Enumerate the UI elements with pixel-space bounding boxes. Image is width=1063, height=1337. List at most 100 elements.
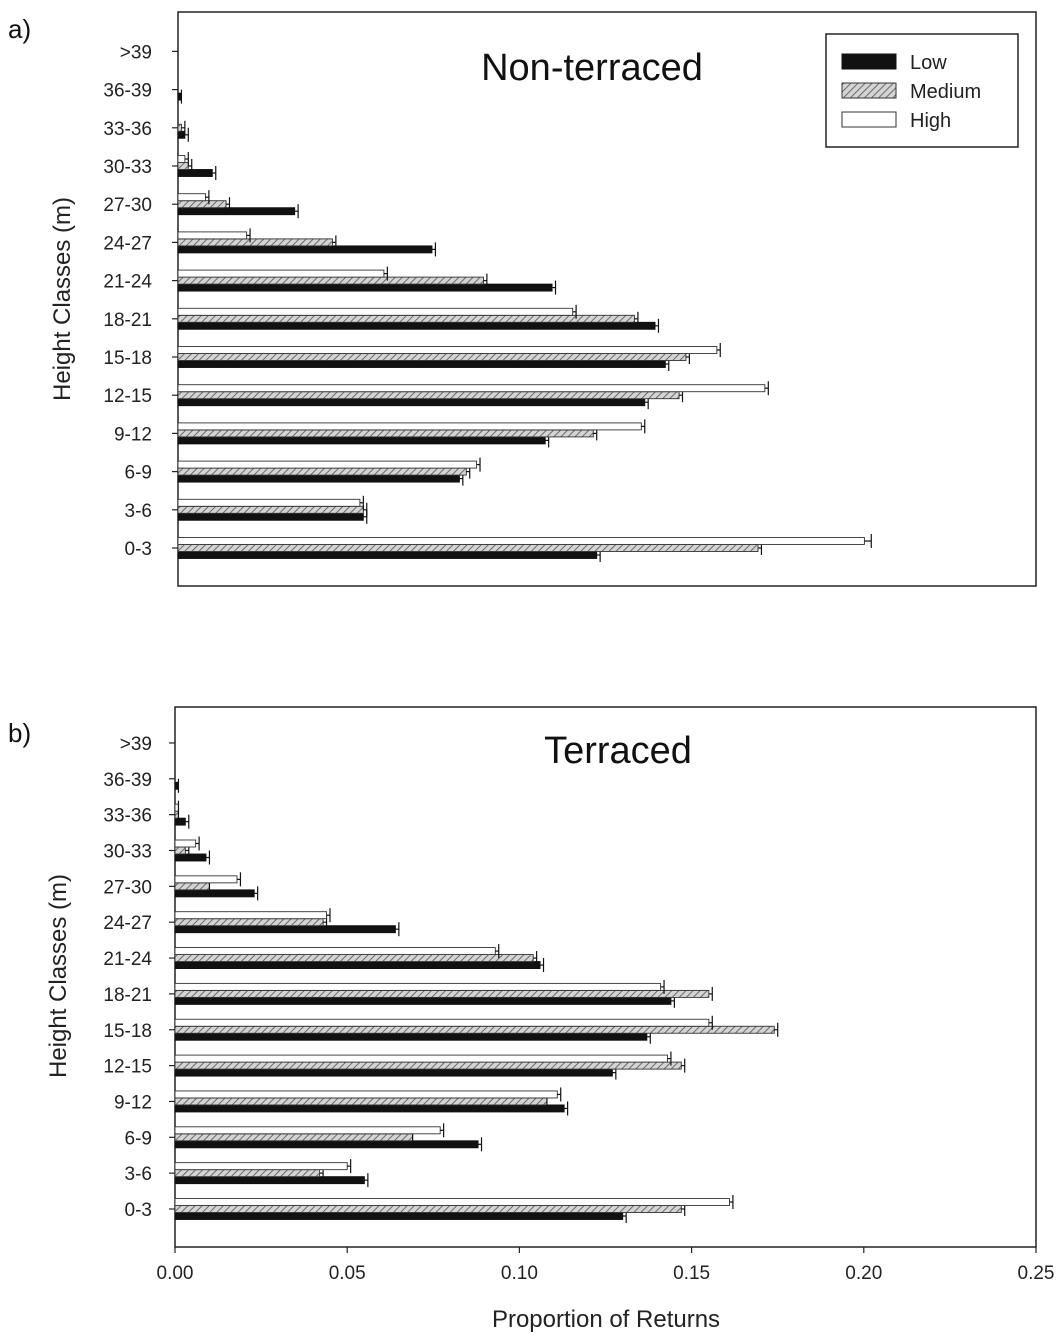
panel-b-x-axis: 0.00 0.05 0.10 0.15 0.20 0.25: [157, 1247, 1055, 1284]
x-tick-label: 0.15: [673, 1263, 710, 1284]
bar-high: [174, 1162, 348, 1171]
bar-medium: [177, 467, 467, 476]
bar-low: [177, 436, 546, 445]
y-tick-label: 33-36: [103, 119, 152, 140]
bar-low: [174, 925, 396, 934]
bar-high: [177, 460, 478, 469]
y-tick-label: 15-18: [103, 1021, 152, 1042]
legend-swatch-medium: [841, 82, 897, 99]
bar-medium: [177, 544, 759, 552]
panel-a-chart: a) Non-terraced Height Classes (m) 0-3 3-…: [8, 11, 1037, 587]
bar-medium: [177, 162, 189, 170]
x-tick-label: 0.00: [157, 1263, 194, 1284]
bar-low: [177, 245, 433, 254]
bar-medium: [177, 429, 594, 438]
bar-high: [174, 982, 662, 991]
bar-high: [174, 1198, 730, 1206]
y-tick-label: 3-6: [125, 501, 152, 522]
y-tick-label: 21-24: [103, 949, 152, 970]
bar-medium: [174, 989, 710, 998]
bar-high: [177, 422, 642, 431]
bar-high: [177, 231, 248, 240]
bar-high: [177, 155, 186, 163]
panel-a-legend: Low Medium High: [825, 33, 1019, 148]
y-tick-label: 33-36: [103, 806, 152, 827]
bar-medium: [174, 1169, 321, 1178]
legend-swatch-low: [841, 53, 897, 70]
y-tick-label: 36-39: [103, 770, 152, 791]
panel-b-bars: [174, 778, 779, 1223]
bar-low: [174, 1104, 565, 1113]
bar-medium: [177, 238, 333, 247]
legend-frame: [825, 33, 1019, 148]
bar-medium: [174, 846, 186, 855]
bar-low: [177, 207, 296, 216]
bar-high: [177, 307, 574, 316]
y-tick-label: 24-27: [103, 913, 152, 934]
bar-low: [174, 1140, 479, 1149]
bar-low: [174, 1212, 624, 1220]
y-tick-label: >39: [120, 734, 152, 755]
y-tick-label: 6-9: [125, 1128, 152, 1149]
bar-high: [177, 384, 766, 393]
bar-low: [177, 169, 213, 177]
x-tick-label: 0.10: [501, 1263, 538, 1284]
y-tick-label: 21-24: [103, 272, 152, 293]
y-tick-label: 27-30: [103, 195, 152, 216]
legend-swatch-high: [841, 111, 897, 128]
bar-low: [174, 1032, 648, 1041]
y-tick-label: 12-15: [103, 386, 152, 407]
panel-a-bars: [177, 89, 872, 562]
panel-b-x-axis-title: Proportion of Returns: [492, 1306, 720, 1333]
bar-low: [177, 283, 553, 292]
legend-label-low: Low: [910, 52, 947, 74]
y-tick-label: >39: [120, 42, 152, 63]
bar-low: [174, 961, 541, 969]
bar-high: [174, 1054, 668, 1063]
bar-medium: [174, 954, 534, 962]
bar-medium: [174, 1025, 775, 1034]
legend-label-medium: Medium: [910, 81, 981, 103]
x-tick-label: 0.25: [1018, 1263, 1055, 1284]
bar-low: [177, 398, 646, 407]
bar-low: [174, 1068, 613, 1077]
y-tick-label: 12-15: [103, 1057, 152, 1078]
y-tick-label: 30-33: [103, 157, 152, 178]
bar-low: [177, 360, 666, 368]
panel-b-y-axis-title: Height Classes (m): [45, 874, 72, 1078]
panel-a-plot-frame: [177, 11, 1037, 587]
y-tick-label: 0-3: [125, 1200, 152, 1221]
y-tick-label: 18-21: [103, 310, 152, 331]
bar-low: [177, 551, 598, 559]
panel-b-plot-frame: [174, 706, 1037, 1248]
bar-high: [177, 193, 206, 202]
bar-high: [177, 498, 361, 507]
y-tick-label: 27-30: [103, 877, 152, 898]
bar-medium: [177, 123, 182, 132]
bar-high: [174, 839, 197, 848]
y-tick-label: 15-18: [103, 348, 152, 369]
bar-high: [177, 346, 718, 354]
bar-high: [174, 1018, 710, 1027]
bar-medium: [177, 505, 364, 514]
bar-medium: [177, 200, 227, 209]
panel-b-label: b): [8, 718, 31, 748]
bar-medium: [174, 882, 210, 891]
bar-medium: [177, 276, 484, 285]
panel-a-title: Non-terraced: [481, 47, 703, 89]
bar-low: [174, 889, 255, 898]
bar-low: [177, 321, 656, 330]
bar-high: [174, 1126, 441, 1135]
y-tick-label: 24-27: [103, 233, 152, 254]
bar-medium: [174, 918, 324, 927]
bar-medium: [174, 1097, 548, 1106]
panel-b-y-tick-labels: 0-3 3-6 6-9 9-12 12-15 15-18 18-21 21-24 24-27 27…: [103, 734, 175, 1221]
bar-low: [177, 130, 186, 139]
legend-label-high: High: [910, 110, 951, 132]
y-tick-label: 3-6: [125, 1164, 152, 1185]
x-tick-label: 0.20: [845, 1263, 882, 1284]
y-tick-label: 36-39: [103, 81, 152, 102]
y-tick-label: 18-21: [103, 985, 152, 1006]
bar-high: [177, 537, 865, 545]
